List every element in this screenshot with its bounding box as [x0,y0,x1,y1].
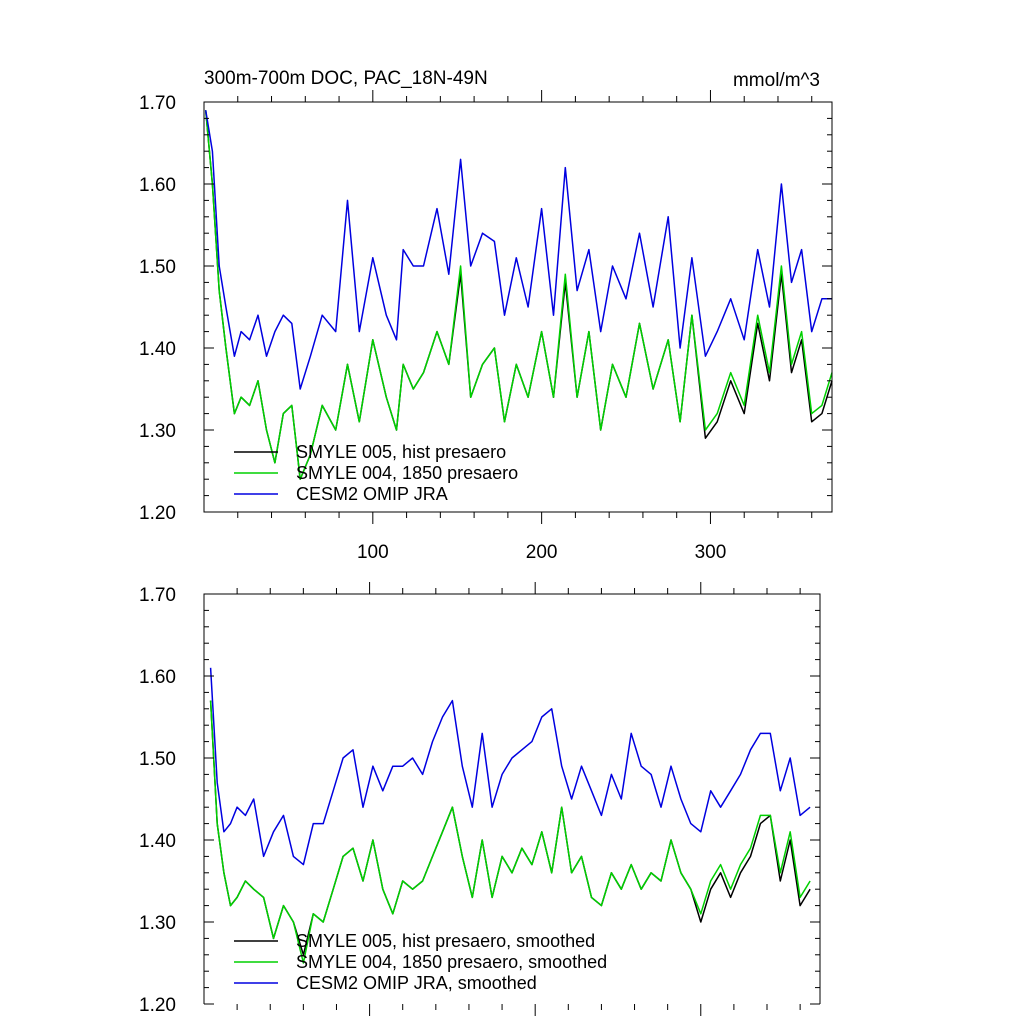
legend-label-0: SMYLE 005, hist presaero, smoothed [296,931,595,951]
panel-bottom: 1.20 1.30 1.40 1.50 1.60 1.70 SMYLE 005, hist… [139,582,821,1016]
legend-label-2: CESM2 OMIP JRA, smoothed [296,973,537,993]
series-line-2 [204,110,832,390]
y-tick-label: 1.60 [139,667,176,688]
y-tick-label: 1.50 [139,257,176,278]
y-tick-label: 1.70 [139,93,176,114]
y-tick-label: 1.70 [139,585,176,606]
plot-frame-bottom [203,593,821,1004]
legend-bottom: SMYLE 005, hist presaero, smoothedSMYLE … [234,931,607,993]
y-tick-label: 1.50 [139,749,176,770]
plot-frame-top [203,101,833,513]
ticks-top: 1.20 1.30 1.40 1.50 1.60 1.70 100 200 300 [139,90,832,563]
series-layer-bottom [209,667,811,964]
series-line-0 [204,110,833,480]
x-tick-label: 100 [357,542,389,563]
series-layer-top [204,110,833,480]
series-line-0 [209,700,811,956]
y-tick-label: 1.20 [139,995,176,1016]
chart-title: 300m-700m DOC, PAC_18N-49N [204,68,488,89]
legend-label-2: CESM2 OMIP JRA [296,484,448,504]
y-tick-label: 1.40 [139,831,176,852]
y-tick-label: 1.30 [139,913,176,934]
series-line-2 [209,667,811,866]
x-tick-label: 300 [695,542,727,563]
units-label: mmol/m^3 [733,70,820,91]
legend-label-0: SMYLE 005, hist presaero [296,442,506,462]
series-line-1 [204,110,833,480]
x-tick-label: 200 [526,542,558,563]
y-tick-label: 1.40 [139,339,176,360]
legend-label-1: SMYLE 004, 1850 presaero, smoothed [296,952,607,972]
panel-top: 300m-700m DOC, PAC_18N-49N mmol/m^3 1.20… [139,68,833,563]
series-line-1 [209,700,811,964]
y-tick-label: 1.20 [139,503,176,524]
y-tick-label: 1.60 [139,175,176,196]
y-tick-label: 1.30 [139,421,176,442]
legend-label-1: SMYLE 004, 1850 presaero [296,463,518,483]
